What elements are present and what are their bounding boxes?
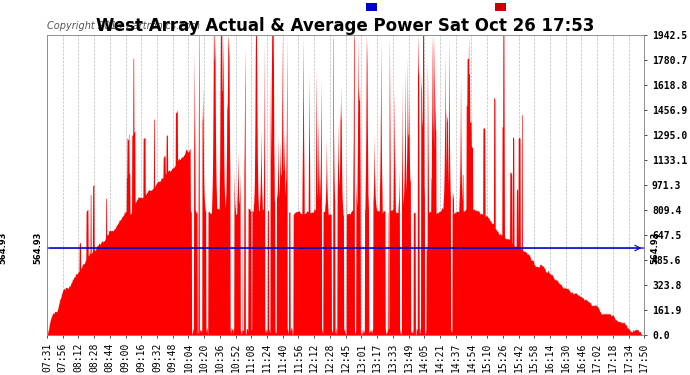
Text: Copyright 2013 Cartronics.com: Copyright 2013 Cartronics.com	[47, 21, 200, 31]
Text: 564.93: 564.93	[650, 232, 660, 264]
Title: West Array Actual & Average Power Sat Oct 26 17:53: West Array Actual & Average Power Sat Oc…	[97, 17, 595, 35]
Legend: Average  (DC Watts), West Array  (DC Watts): Average (DC Watts), West Array (DC Watts…	[364, 2, 640, 13]
Text: 564.93: 564.93	[33, 232, 42, 264]
Text: 564.93: 564.93	[0, 232, 8, 264]
